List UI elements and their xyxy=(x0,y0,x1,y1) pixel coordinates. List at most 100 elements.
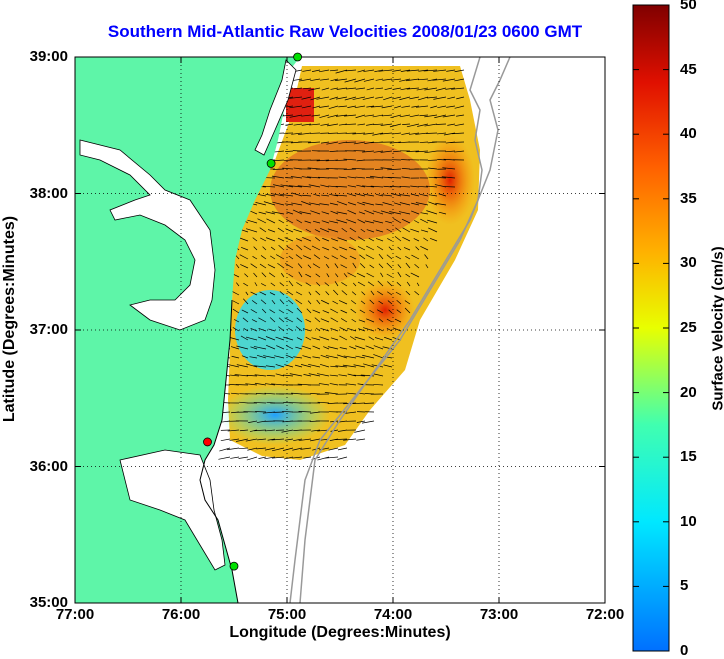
velocity-vector xyxy=(397,271,402,278)
velocity-vector xyxy=(375,193,384,197)
velocity-vector xyxy=(300,447,312,450)
velocity-vector xyxy=(286,245,294,251)
velocity-vector xyxy=(451,87,465,90)
velocity-vector xyxy=(260,255,267,260)
velocity-vector xyxy=(386,328,393,332)
velocity-vector xyxy=(300,364,312,368)
velocity-vector xyxy=(276,254,285,260)
velocity-vector xyxy=(405,290,411,296)
velocity-vector xyxy=(362,96,375,100)
velocity-vector xyxy=(236,438,249,442)
velocity-vector xyxy=(274,355,285,359)
velocity-vector xyxy=(372,210,384,215)
velocity-vector xyxy=(386,318,393,323)
velocity-vector xyxy=(256,393,267,395)
colorbar-tick-label: 35 xyxy=(680,189,697,207)
velocity-vector xyxy=(357,236,366,242)
velocity-vector xyxy=(308,202,321,206)
velocity-vector xyxy=(265,336,276,341)
velocity-vector xyxy=(383,185,393,188)
velocity-vector xyxy=(319,363,330,368)
y-axis-label: Latitude (Degrees:Minutes) xyxy=(1,215,18,423)
velocity-vector xyxy=(377,280,384,287)
x-axis-label: Longitude (Degrees:Minutes) xyxy=(229,624,451,641)
velocity-vector xyxy=(349,346,357,350)
velocity-vector xyxy=(330,429,339,432)
velocity-vector xyxy=(284,364,294,368)
velocity-vector xyxy=(248,420,258,423)
velocity-vector xyxy=(391,193,402,197)
delaware-bay xyxy=(254,59,297,156)
velocity-vector xyxy=(357,281,366,287)
velocity-vector xyxy=(308,373,321,377)
velocity-vector xyxy=(279,299,285,305)
velocity-vector xyxy=(423,69,438,72)
velocity-vector xyxy=(299,211,312,215)
velocity-vector xyxy=(261,272,267,278)
velocity-vector xyxy=(245,228,258,233)
velocity-vector xyxy=(370,105,384,108)
velocity-vector xyxy=(284,438,294,441)
velocity-vector xyxy=(218,456,231,460)
velocity-vector xyxy=(357,69,366,73)
velocity-vector xyxy=(311,245,321,251)
velocity-vector xyxy=(343,355,357,359)
velocity-vector xyxy=(426,185,438,188)
velocity-vector xyxy=(339,327,348,332)
velocity-vector xyxy=(326,141,339,145)
velocity-vector xyxy=(278,219,285,224)
velocity-vector xyxy=(259,227,267,233)
velocity-vector xyxy=(291,192,303,197)
velocity-vector xyxy=(387,168,402,171)
velocity-vector xyxy=(291,392,303,395)
velocity-vector xyxy=(369,309,375,314)
velocity-vector xyxy=(260,237,267,242)
velocity-vector xyxy=(303,456,312,459)
velocity-vector xyxy=(375,78,384,81)
velocity-high-region-south xyxy=(355,280,415,340)
velocity-vector xyxy=(446,105,456,108)
velocity-vector xyxy=(320,328,330,332)
velocity-vector xyxy=(271,211,285,215)
velocity-vector xyxy=(263,201,276,206)
velocity-vector xyxy=(336,87,348,90)
velocity-vector xyxy=(289,96,303,99)
velocity-vector xyxy=(302,355,312,359)
velocity-vector xyxy=(391,96,402,100)
velocity-vector xyxy=(297,263,303,269)
velocity-vector xyxy=(266,375,276,377)
velocity-vector xyxy=(362,150,375,153)
velocity-vector xyxy=(402,123,411,125)
velocity-vector xyxy=(283,336,294,341)
velocity-vector xyxy=(310,438,321,442)
velocity-vector xyxy=(329,193,339,197)
velocity-vector xyxy=(333,289,339,296)
velocity-vector xyxy=(366,229,375,233)
velocity-vector xyxy=(232,308,240,314)
velocity-vector xyxy=(239,254,249,260)
velocity-vector xyxy=(394,236,402,242)
velocity-vector xyxy=(314,229,321,233)
velocity-vector xyxy=(446,69,456,72)
velocity-vector xyxy=(382,202,393,206)
velocity-vector xyxy=(369,175,384,179)
velocity-vector xyxy=(373,150,384,153)
velocity-vector xyxy=(437,159,447,161)
velocity-vector xyxy=(365,345,375,350)
velocity-vector xyxy=(363,132,375,135)
velocity-vector xyxy=(245,363,258,368)
velocity-vector xyxy=(264,392,276,395)
velocity-vector xyxy=(369,299,375,305)
velocity-vector xyxy=(344,96,357,101)
velocity-vector xyxy=(319,114,330,119)
velocity-vector xyxy=(265,193,276,197)
velocity-vector xyxy=(245,336,258,341)
velocity-high-nearshore xyxy=(286,88,314,122)
velocity-vector xyxy=(295,346,303,350)
velocity-vector xyxy=(363,363,375,368)
velocity-vector xyxy=(308,184,321,188)
velocity-vector xyxy=(359,309,366,314)
velocity-vector xyxy=(302,237,312,242)
velocity-vector xyxy=(419,193,429,197)
